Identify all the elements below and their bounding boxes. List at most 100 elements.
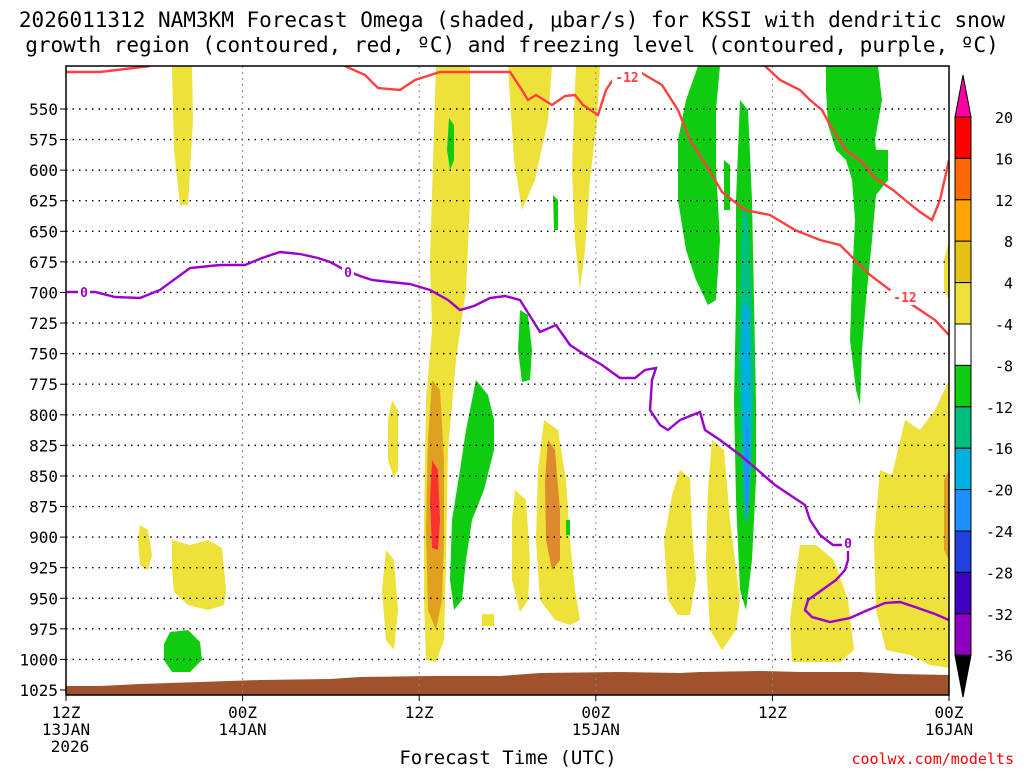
omega-region-yellow	[138, 525, 152, 570]
credit-text: coolwx.com/modelts	[851, 750, 1014, 768]
x-tick-label: 12Z	[758, 703, 787, 722]
colorbar-bin	[954, 530, 972, 573]
colorbar-top-arrow	[954, 74, 972, 118]
colorbar-label: 4	[1004, 275, 1013, 293]
colorbar-label: -8	[995, 357, 1013, 375]
omega-region-green	[518, 310, 532, 382]
plot-frame	[65, 65, 950, 696]
y-tick-label: 750	[29, 345, 58, 364]
dgz-contour-label: -12	[893, 291, 916, 306]
omega-region-yellow	[508, 66, 552, 210]
omega-region-yellow	[874, 380, 949, 668]
y-tick-label: 625	[29, 192, 58, 211]
x-tick-label: 2026	[51, 737, 90, 756]
y-tick-label: 675	[29, 253, 58, 272]
omega-shading	[138, 66, 949, 672]
colorbar-label: 12	[995, 192, 1013, 210]
x-tick-label: 12Z	[52, 703, 81, 722]
omega-region-yellow	[572, 66, 600, 290]
omega-region-green	[826, 66, 888, 405]
x-tick-label: 00Z	[228, 703, 257, 722]
omega-region-yellow	[172, 540, 226, 610]
omega-region-yellow	[944, 240, 949, 300]
dgz-contour-lower	[764, 66, 949, 222]
y-tick-label: 1000	[19, 650, 58, 669]
omega-region-green	[164, 630, 202, 672]
omega-region-yellow	[706, 440, 740, 650]
y-tick-label: 550	[29, 100, 58, 119]
omega-region-yellow	[512, 490, 530, 612]
y-tick-label: 600	[29, 161, 58, 180]
colorbar-bin	[954, 406, 972, 449]
y-tick-label: 975	[29, 620, 58, 639]
omega-region-green	[450, 380, 494, 610]
x-tick-label: 00Z	[581, 703, 610, 722]
omega-region-yellow	[382, 550, 398, 650]
x-tick-label: 13JAN	[42, 720, 90, 739]
omega-region-green	[566, 520, 570, 535]
x-tick-label: 16JAN	[925, 720, 973, 739]
colorbar-label: -16	[986, 440, 1013, 458]
y-tick-label: 950	[29, 589, 58, 608]
y-tick-label: 850	[29, 467, 58, 486]
omega-region-green	[724, 160, 730, 210]
y-tick-label: 900	[29, 528, 58, 547]
colorbar-label: -20	[986, 482, 1013, 500]
terrain-ground	[66, 671, 949, 695]
grid-lines	[66, 66, 949, 695]
freezing-contour-label: 0	[344, 266, 352, 281]
omega-region-blue	[744, 420, 749, 520]
omega-region-red	[430, 460, 440, 550]
colorbar: 20 16 12 8 4 -4 -8 -12 -16 -20 -24 -28 -32 -36	[954, 74, 1013, 698]
omega-region-green	[553, 195, 558, 230]
colorbar-bin	[954, 282, 972, 325]
y-tick-label: 700	[29, 283, 58, 302]
freezing-contour-label: 0	[844, 537, 852, 552]
colorbar-label: 20	[995, 109, 1013, 127]
freezing-contour-label: 0	[80, 286, 88, 301]
y-tick-label: 575	[29, 131, 58, 150]
colorbar-bin	[954, 199, 972, 242]
y-tick-label: 800	[29, 406, 58, 425]
contour-labels: -12 -12 0 0 0	[78, 70, 920, 552]
y-tick-label: 875	[29, 498, 58, 517]
colorbar-label: -4	[995, 316, 1013, 334]
omega-region-yellow	[790, 545, 854, 662]
x-axis-label: Forecast Time (UTC)	[399, 747, 616, 768]
colorbar-label: -36	[986, 647, 1013, 665]
omega-region-green	[678, 66, 720, 305]
y-tick-label: 725	[29, 314, 58, 333]
colorbar-bin	[954, 240, 972, 284]
chart-title-line2: growth region (contoured, red, ºC) and f…	[25, 33, 999, 57]
colorbar-label: 16	[995, 150, 1013, 168]
y-tick-label: 650	[29, 222, 58, 241]
y-tick-label: 1025	[19, 681, 58, 700]
y-tick-label: 925	[29, 559, 58, 578]
colorbar-label: -24	[986, 523, 1013, 541]
x-tick-label: 12Z	[405, 703, 434, 722]
colorbar-label: -28	[986, 564, 1013, 582]
colorbar-bottom-arrow	[954, 654, 972, 698]
omega-region-yellow	[482, 614, 494, 626]
colorbar-bin	[954, 613, 972, 656]
omega-region-orange	[944, 470, 949, 560]
colorbar-bin	[954, 364, 972, 408]
colorbar-bin	[954, 489, 972, 532]
colorbar-bin	[954, 447, 972, 491]
omega-region-green	[447, 118, 454, 170]
omega-region-orange	[545, 440, 560, 570]
y-tick-label: 775	[29, 375, 58, 394]
x-tick-label: 15JAN	[572, 720, 620, 739]
colorbar-label: 8	[1004, 233, 1013, 251]
y-tick-label: 825	[29, 436, 58, 455]
omega-region-yellow	[388, 400, 398, 478]
colorbar-bin	[954, 323, 972, 366]
dgz-contour-label: -12	[615, 71, 638, 86]
x-tick-label: 00Z	[935, 703, 964, 722]
colorbar-label: -12	[986, 399, 1013, 417]
x-tick-label: 14JAN	[219, 720, 267, 739]
chart-title-line1: 2026011312 NAM3KM Forecast Omega (shaded…	[19, 8, 1006, 32]
